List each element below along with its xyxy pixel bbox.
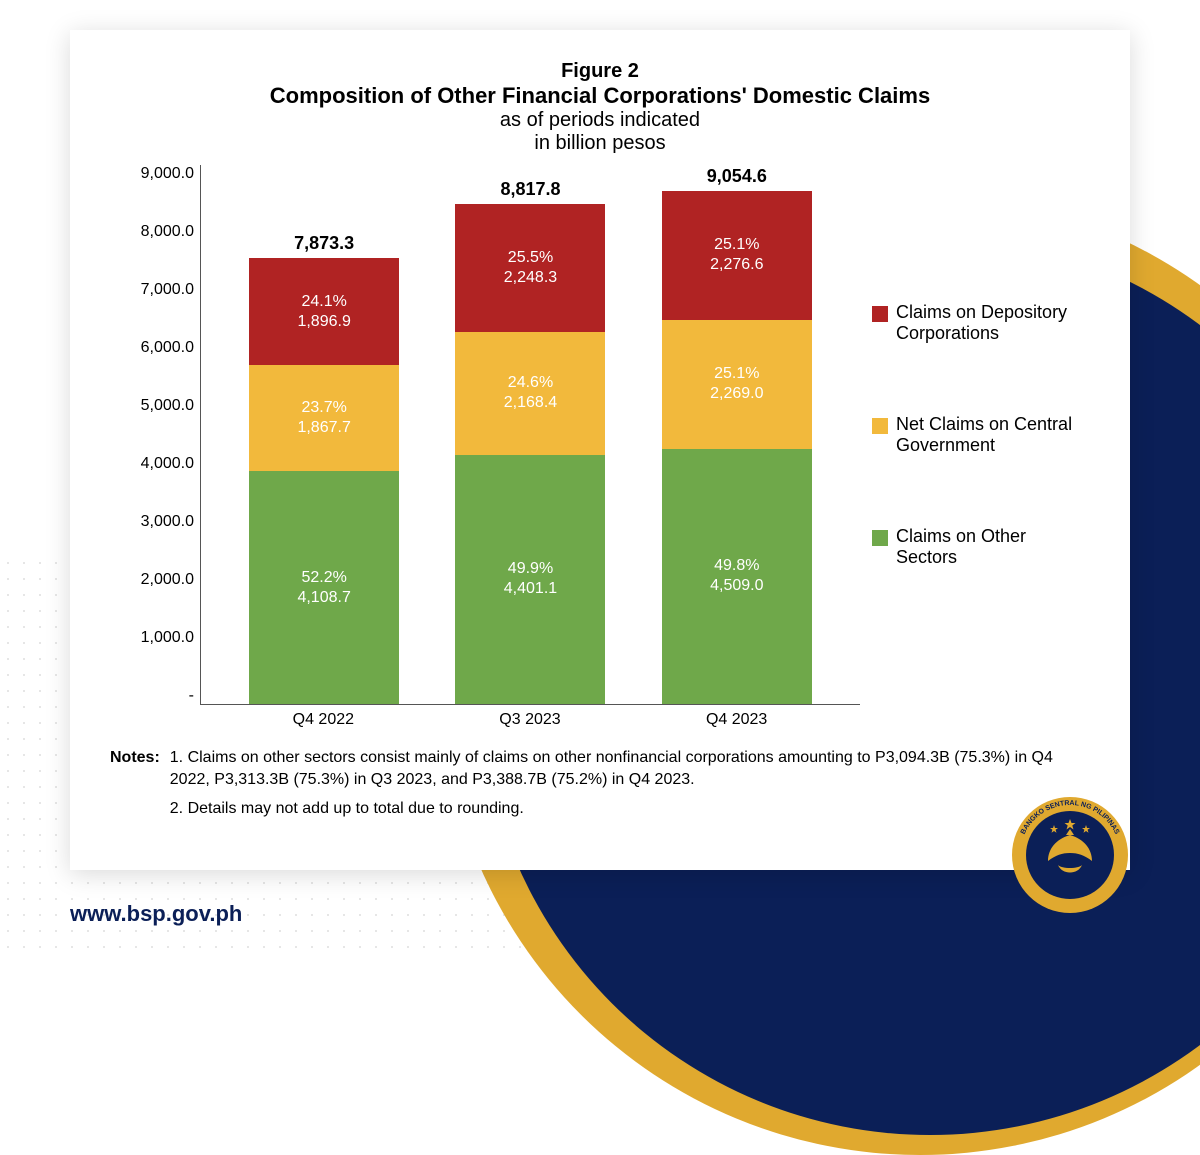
figure-header: Figure 2 Composition of Other Financial … <box>110 60 1090 155</box>
legend-label: Claims on Other Sectors <box>896 526 1090 568</box>
bar-total-label: 9,054.6 <box>707 166 767 187</box>
bar-segment-depository: 24.1%1,896.9 <box>249 258 399 365</box>
segment-pct-label: 49.9% <box>508 559 553 579</box>
segment-pct-label: 24.6% <box>508 373 553 393</box>
legend-swatch <box>872 306 888 322</box>
y-tick-label: 3,000.0 <box>141 513 194 531</box>
bar-segment-other_sectors: 52.2%4,108.7 <box>249 471 399 704</box>
bar-total-label: 8,817.8 <box>500 179 560 200</box>
segment-value-label: 4,401.1 <box>504 579 557 599</box>
bar-column: 8,817.849.9%4,401.124.6%2,168.425.5%2,24… <box>455 179 605 704</box>
note-item: 1. Claims on other sectors consist mainl… <box>170 747 1090 790</box>
legend-item: Claims on Depository Corporations <box>872 302 1090 344</box>
legend-item: Net Claims on Central Government <box>872 414 1090 456</box>
figure-notes: Notes: 1. Claims on other sectors consis… <box>110 747 1090 828</box>
bar-segment-central_gov: 25.1%2,269.0 <box>662 320 812 449</box>
x-tick-label: Q4 2022 <box>248 711 398 729</box>
stacked-bar: 49.8%4,509.025.1%2,269.025.1%2,276.6 <box>662 191 812 704</box>
y-tick-label: 9,000.0 <box>141 165 194 183</box>
plot-area: 7,873.352.2%4,108.723.7%1,867.724.1%1,89… <box>200 165 860 705</box>
figure-subtitle-1: as of periods indicated <box>110 109 1090 132</box>
figure-card: Figure 2 Composition of Other Financial … <box>70 30 1130 870</box>
legend-label: Claims on Depository Corporations <box>896 302 1090 344</box>
y-tick-label: 1,000.0 <box>141 629 194 647</box>
bar-column: 9,054.649.8%4,509.025.1%2,269.025.1%2,27… <box>662 166 812 704</box>
y-tick-label: 6,000.0 <box>141 339 194 357</box>
chart-area: 9,000.0 8,000.0 7,000.0 6,000.0 5,000.0 4,000… <box>110 165 1090 705</box>
y-tick-label: 8,000.0 <box>141 223 194 241</box>
segment-value-label: 4,509.0 <box>710 576 763 596</box>
figure-title: Composition of Other Financial Corporati… <box>110 83 1090 109</box>
bar-segment-other_sectors: 49.9%4,401.1 <box>455 455 605 704</box>
y-axis: 9,000.0 8,000.0 7,000.0 6,000.0 5,000.0 4,000… <box>110 165 200 705</box>
stacked-bar: 52.2%4,108.723.7%1,867.724.1%1,896.9 <box>249 258 399 704</box>
legend: Claims on Depository Corporations Net Cla… <box>860 165 1090 705</box>
figure-subtitle-2: in billion pesos <box>110 132 1090 155</box>
legend-label: Net Claims on Central Government <box>896 414 1090 456</box>
segment-pct-label: 25.5% <box>508 248 553 268</box>
x-tick-label: Q4 2023 <box>662 711 812 729</box>
segment-value-label: 2,276.6 <box>710 255 763 275</box>
y-tick-label: 5,000.0 <box>141 397 194 415</box>
segment-value-label: 4,108.7 <box>297 588 350 608</box>
y-tick-label: 7,000.0 <box>141 281 194 299</box>
segment-pct-label: 52.2% <box>301 568 346 588</box>
legend-item: Claims on Other Sectors <box>872 526 1090 568</box>
segment-value-label: 2,248.3 <box>504 268 557 288</box>
bar-segment-depository: 25.1%2,276.6 <box>662 191 812 320</box>
y-tick-label: - <box>189 687 194 705</box>
bar-segment-depository: 25.5%2,248.3 <box>455 204 605 331</box>
segment-value-label: 2,269.0 <box>710 384 763 404</box>
y-tick-label: 4,000.0 <box>141 455 194 473</box>
stacked-bar: 49.9%4,401.124.6%2,168.425.5%2,248.3 <box>455 204 605 704</box>
segment-pct-label: 24.1% <box>301 292 346 312</box>
footer-url: www.bsp.gov.ph <box>70 901 242 927</box>
bsp-seal-icon: BANGKO SENTRAL NG PILIPINAS <box>1010 795 1130 915</box>
bar-segment-other_sectors: 49.8%4,509.0 <box>662 449 812 705</box>
notes-label: Notes: <box>110 747 160 828</box>
x-axis-labels: Q4 2022 Q3 2023 Q4 2023 <box>200 705 1090 729</box>
bar-column: 7,873.352.2%4,108.723.7%1,867.724.1%1,89… <box>249 233 399 704</box>
segment-value-label: 2,168.4 <box>504 393 557 413</box>
segment-pct-label: 23.7% <box>301 398 346 418</box>
segment-pct-label: 25.1% <box>714 364 759 384</box>
y-tick-label: 2,000.0 <box>141 571 194 589</box>
figure-label: Figure 2 <box>110 60 1090 83</box>
bar-total-label: 7,873.3 <box>294 233 354 254</box>
bar-segment-central_gov: 23.7%1,867.7 <box>249 365 399 471</box>
segment-pct-label: 49.8% <box>714 556 759 576</box>
x-tick-label: Q3 2023 <box>455 711 605 729</box>
segment-value-label: 1,896.9 <box>297 312 350 332</box>
legend-swatch <box>872 530 888 546</box>
notes-body: 1. Claims on other sectors consist mainl… <box>170 747 1090 828</box>
legend-swatch <box>872 418 888 434</box>
note-item: 2. Details may not add up to total due t… <box>170 798 1090 820</box>
bar-segment-central_gov: 24.6%2,168.4 <box>455 332 605 455</box>
segment-value-label: 1,867.7 <box>297 418 350 438</box>
segment-pct-label: 25.1% <box>714 235 759 255</box>
